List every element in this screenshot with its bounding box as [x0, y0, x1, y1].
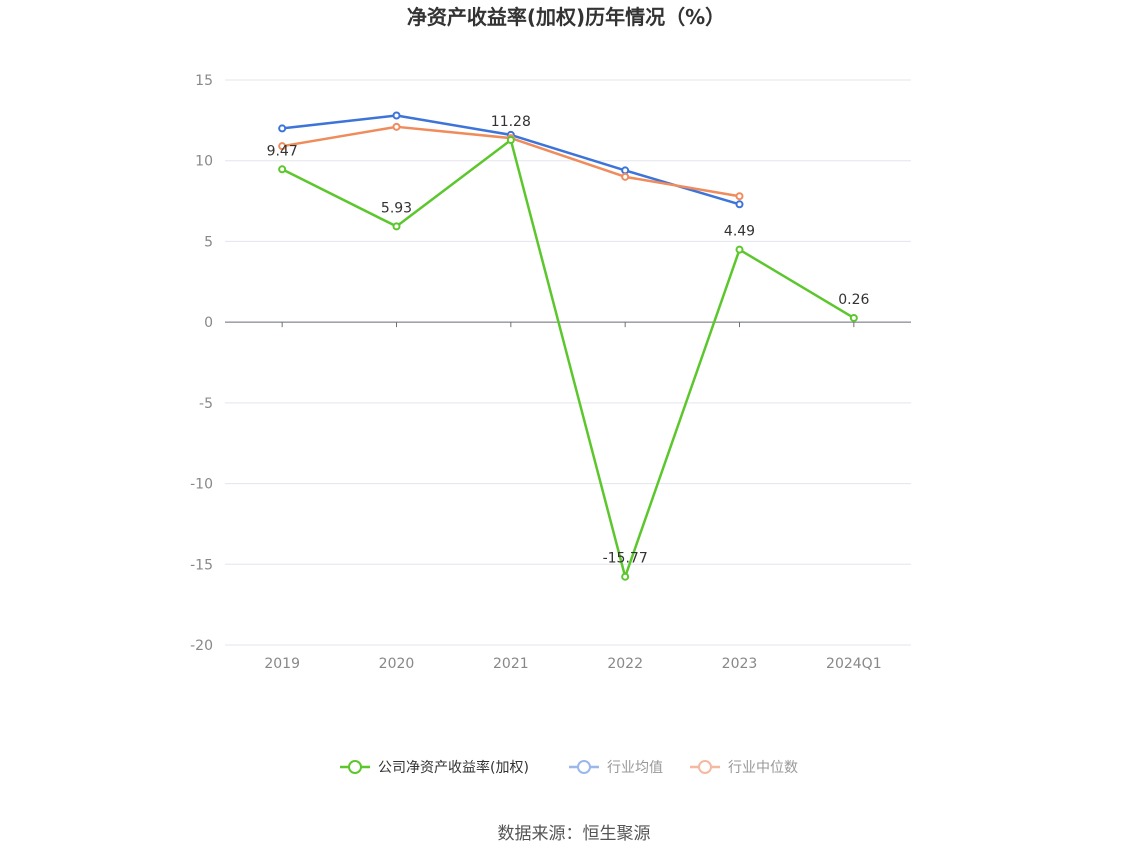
data-point: [278, 142, 287, 151]
y-tick-label: -5: [199, 396, 213, 412]
y-tick-label: -15: [190, 557, 213, 573]
legend-label: 公司净资产收益率(加权): [378, 759, 529, 776]
x-tick-label: 2022: [607, 656, 643, 672]
x-axis: 2019 2020 2021 2022 2023 2024Q1: [225, 321, 911, 672]
data-point: [621, 572, 630, 581]
legend-swatch-marker: [577, 760, 591, 774]
data-label: 5.93: [381, 200, 412, 216]
legend[interactable]: 公司净资产收益率(加权) 行业均值 行业中位数: [340, 759, 798, 776]
data-labels: 9.47 5.93 11.28 -15.77 4.49 0.26: [267, 114, 870, 567]
x-tick-label: 2021: [493, 656, 529, 672]
source-note: 数据来源：恒生聚源: [498, 824, 651, 844]
data-point: [735, 245, 744, 254]
y-tick-label: 5: [204, 234, 213, 250]
data-point: [278, 124, 287, 133]
y-tick-label: 0: [204, 315, 213, 331]
data-point: [392, 222, 401, 231]
data-label: 0.26: [838, 292, 869, 308]
legend-label: 行业中位数: [728, 760, 798, 776]
y-axis: 15 10 5 0 -5 -10 -15 -20: [190, 73, 213, 654]
data-label: 11.28: [491, 114, 531, 130]
data-point: [392, 111, 401, 120]
x-tick-label: 2020: [379, 656, 415, 672]
y-tick-label: -10: [190, 477, 213, 493]
data-label: 4.49: [724, 224, 755, 240]
legend-swatch-marker: [348, 760, 362, 774]
y-tick-label: -20: [190, 638, 213, 654]
y-tick-label: 15: [195, 73, 213, 89]
series-line-0: [281, 138, 855, 578]
data-point: [506, 136, 515, 145]
data-point: [621, 166, 630, 175]
x-tick-label: 2023: [722, 656, 758, 672]
legend-label: 行业均值: [607, 760, 663, 776]
x-tick-label: 2019: [264, 656, 300, 672]
data-point: [735, 192, 744, 201]
legend-item-2[interactable]: 行业中位数: [690, 760, 798, 776]
x-tick-label: 2024Q1: [826, 656, 882, 672]
legend-item-1[interactable]: 行业均值: [569, 760, 663, 776]
data-point: [849, 313, 858, 322]
chart-title: 净资产收益率(加权)历年情况（%）: [407, 5, 725, 29]
data-point: [621, 172, 630, 181]
data-label: 9.47: [267, 143, 298, 159]
data-point: [735, 200, 744, 209]
data-point: [278, 165, 287, 174]
data-label: -15.77: [603, 551, 648, 567]
y-tick-label: 10: [195, 154, 213, 170]
legend-item-0[interactable]: 公司净资产收益率(加权): [340, 759, 529, 776]
data-point: [392, 122, 401, 131]
series-lines: [278, 111, 858, 581]
legend-swatch-marker: [698, 760, 712, 774]
